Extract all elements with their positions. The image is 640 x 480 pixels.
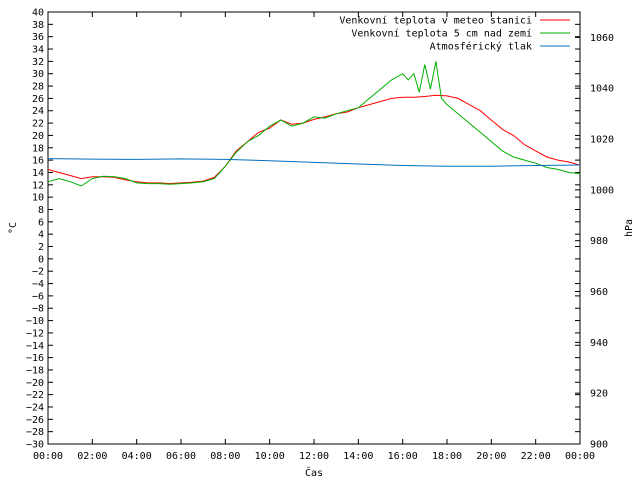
- x-tick-label: 22:00: [521, 451, 551, 462]
- left-tick-label: 40: [32, 8, 44, 19]
- series-line-3: [47, 158, 581, 167]
- series-line-1: [47, 94, 581, 185]
- left-tick-label: 0: [38, 254, 44, 265]
- right-tick-label: 920: [590, 389, 608, 400]
- left-tick-label: −8: [32, 304, 44, 315]
- left-tick-label: 28: [32, 82, 44, 93]
- x-tick-label: 02:00: [77, 451, 107, 462]
- x-tick-label: 08:00: [210, 451, 240, 462]
- right-tick-label: 960: [590, 287, 608, 298]
- left-tick-label: 24: [32, 106, 44, 117]
- series-line-2: [47, 61, 581, 187]
- left-tick-label: 38: [32, 20, 44, 31]
- left-tick-label: −26: [26, 415, 44, 426]
- left-tick-label: 12: [32, 180, 44, 191]
- right-tick-label: 1040: [590, 84, 614, 95]
- left-tick-label: 20: [32, 131, 44, 142]
- left-y-axis: 4038363432302826242220181614121086420−2−…: [26, 8, 580, 451]
- y-axis-label-left: °C: [8, 222, 19, 234]
- left-tick-label: 10: [32, 193, 44, 204]
- series-layer: [47, 61, 581, 187]
- left-tick-label: −16: [26, 353, 44, 364]
- left-tick-label: 26: [32, 94, 44, 105]
- left-tick-label: 14: [32, 168, 44, 179]
- left-tick-label: −14: [26, 341, 44, 352]
- left-tick-label: 8: [38, 205, 44, 216]
- legend: Venkovní teplota v meteo staniciVenkovní…: [339, 15, 570, 53]
- left-tick-label: −22: [26, 390, 44, 401]
- left-tick-label: 16: [32, 156, 44, 167]
- x-tick-label: 18:00: [432, 451, 462, 462]
- legend-label-2: Venkovní teplota 5 cm nad zemí: [351, 28, 532, 40]
- right-tick-label: 940: [590, 338, 608, 349]
- y-axis-label-right: hPa: [624, 219, 635, 237]
- right-tick-label: 1000: [590, 185, 614, 196]
- right-tick-label: 1020: [590, 135, 614, 146]
- left-tick-label: 2: [38, 242, 44, 253]
- left-tick-label: 22: [32, 119, 44, 130]
- left-tick-label: 34: [32, 45, 44, 56]
- left-tick-label: 32: [32, 57, 44, 68]
- x-tick-label: 14:00: [343, 451, 373, 462]
- legend-label-1: Venkovní teplota v meteo stanici: [339, 15, 532, 27]
- x-tick-label: 16:00: [388, 451, 418, 462]
- x-tick-label: 04:00: [122, 451, 152, 462]
- right-y-axis: 1060 1040 1020 1000 980 960 940 920 900: [575, 33, 614, 451]
- left-tick-label: 18: [32, 143, 44, 154]
- right-tick-label: 1060: [590, 33, 614, 44]
- x-tick-label: 20:00: [476, 451, 506, 462]
- left-tick-label: −20: [26, 378, 44, 389]
- right-tick-label: 900: [590, 440, 608, 451]
- legend-label-3: Atmosférický tlak: [430, 41, 532, 53]
- left-tick-label: 36: [32, 32, 44, 43]
- right-tick-label: 980: [590, 236, 608, 247]
- left-tick-label: −10: [26, 316, 44, 327]
- x-tick-label: 10:00: [255, 451, 285, 462]
- x-axis: 00:00 02:00 04:00 06:00 08:00 10:00 12:00 14:00…: [33, 12, 595, 462]
- x-tick-label: 00:00: [33, 451, 63, 462]
- left-tick-label: −4: [32, 279, 44, 290]
- left-tick-label: 6: [38, 217, 44, 228]
- left-tick-label: −18: [26, 365, 44, 376]
- left-tick-label: −12: [26, 328, 44, 339]
- left-tick-label: −24: [26, 402, 44, 413]
- x-axis-label: Čas: [305, 466, 323, 479]
- x-tick-label: 06:00: [166, 451, 196, 462]
- left-tick-label: −30: [26, 440, 44, 451]
- x-tick-label: 00:00: [565, 451, 595, 462]
- left-tick-label: 4: [38, 230, 44, 241]
- left-tick-label: −6: [32, 291, 44, 302]
- left-tick-label: −2: [32, 267, 44, 278]
- left-tick-label: −28: [26, 427, 44, 438]
- left-tick-label: 30: [32, 69, 44, 80]
- x-tick-label: 12:00: [299, 451, 329, 462]
